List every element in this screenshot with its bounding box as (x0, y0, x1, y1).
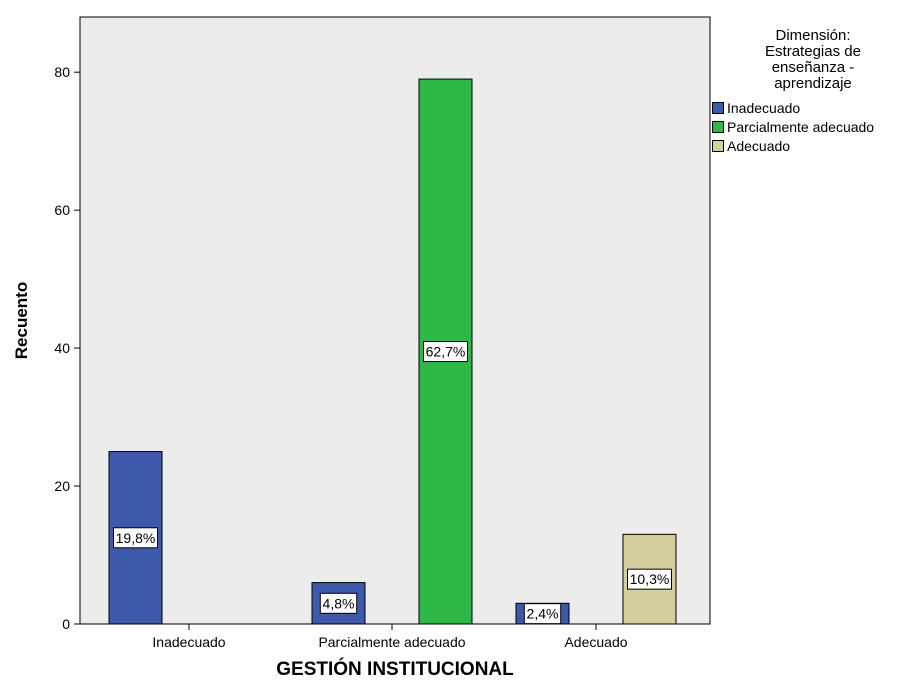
y-tick-label: 80 (54, 64, 70, 80)
legend-label-adecuado: Adecuado (727, 137, 791, 154)
data-label-box-adecuado-adecuado (627, 568, 672, 590)
data-label-adecuado-adecuado: 10,3% (630, 571, 670, 587)
legend-swatch-inadecuado (712, 101, 724, 114)
legend-title-line-2: Estrategias de (765, 43, 861, 60)
x-axis-title: GESTIÓN INSTITUCIONAL (276, 658, 514, 680)
legend-item-parcialmente-adecuado: Parcialmente adecuado (712, 117, 902, 136)
data-label-box-inadecuado-parcialmente-adecuado (319, 592, 358, 614)
data-label-box-inadecuado-inadecuado (113, 527, 158, 549)
data-label-inadecuado-inadecuado: 19,8% (116, 530, 156, 546)
data-label-inadecuado-adecuado: 2,4% (527, 606, 559, 622)
plot-area (79, 16, 711, 625)
y-tick-label: 20 (54, 478, 70, 494)
legend-item-adecuado: Adecuado (712, 136, 902, 155)
data-label-parcialmente-adecuado-parcialmente-adecuado: 62,7% (426, 344, 466, 360)
y-tick-label: 40 (54, 340, 70, 356)
y-tick-label: 0 (62, 616, 70, 632)
legend-title-line-4: aprendizaje (774, 75, 852, 92)
legend-title-line-1: Dimensión: (775, 27, 851, 44)
legend-title-line-3: enseñanza - (771, 59, 855, 76)
legend-items: Inadecuado Parcialmente adecuado Adecuad… (712, 98, 902, 155)
data-label-box-parcialmente-adecuado-parcialmente-adecuado (423, 341, 468, 363)
y-axis-title: Recuento (12, 282, 31, 359)
x-tick-label-parcialmente-adecuado: Parcialmente adecuado (318, 634, 465, 650)
legend-label-parcialmente-adecuado: Parcialmente adecuado (727, 118, 875, 135)
legend: Dimensión: Estrategias de enseñanza - ap… (712, 28, 902, 155)
data-label-box-inadecuado-adecuado (523, 603, 562, 625)
x-tick-label-adecuado: Adecuado (564, 634, 627, 650)
legend-title: Dimensión: Estrategias de enseñanza - ap… (712, 28, 902, 92)
data-label-inadecuado-parcialmente-adecuado: 4,8% (323, 595, 355, 611)
legend-swatch-adecuado (712, 139, 724, 152)
legend-swatch-parcialmente-adecuado (712, 120, 724, 133)
x-tick-label-inadecuado: Inadecuado (152, 634, 225, 650)
legend-label-inadecuado: Inadecuado (727, 99, 801, 116)
legend-item-inadecuado: Inadecuado (712, 98, 902, 117)
y-tick-label: 60 (54, 202, 70, 218)
